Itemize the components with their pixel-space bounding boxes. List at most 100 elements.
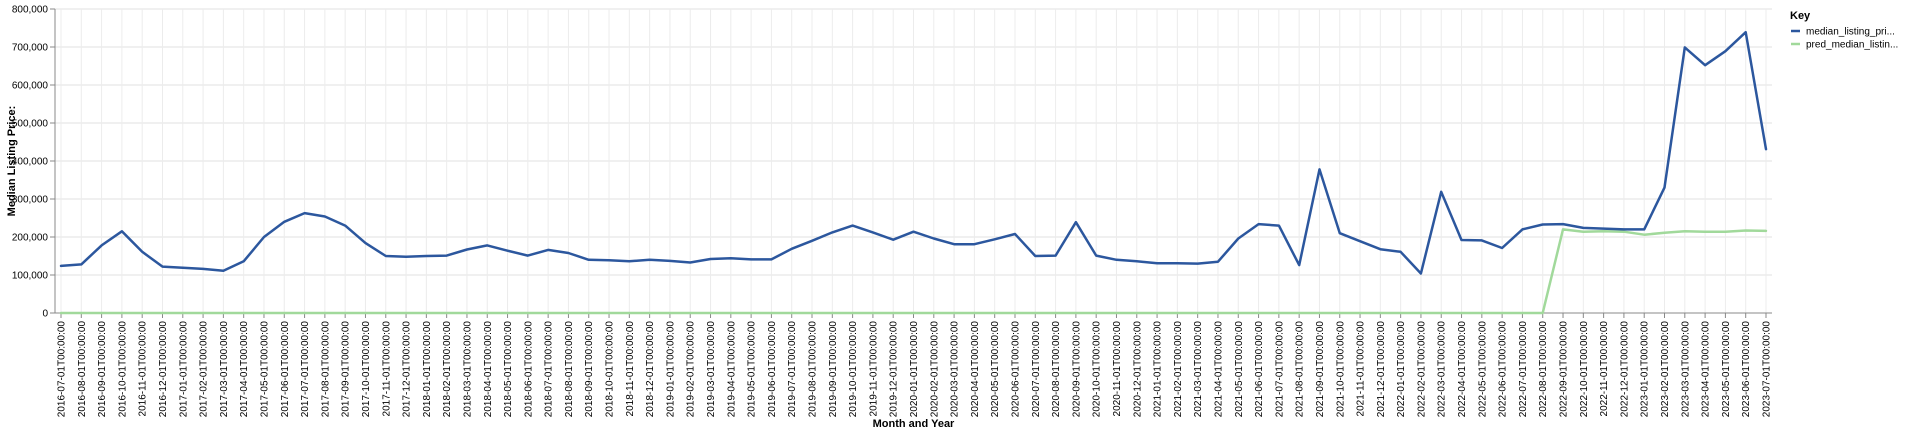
x-tick-label: 2020-02-01T00:00:00 xyxy=(929,321,940,418)
x-tick-label: 2019-10-01T00:00:00 xyxy=(848,321,859,418)
x-tick-label: 2016-12-01T00:00:00 xyxy=(158,321,169,418)
x-tick-label: 2020-09-01T00:00:00 xyxy=(1071,321,1082,418)
x-axis-ticks: 2016-07-01T00:00:00 2016-08-01T00:00:00 20… xyxy=(57,313,1773,417)
x-tick-label: 2018-10-01T00:00:00 xyxy=(605,321,616,418)
y-tick-label: 700,000 xyxy=(12,43,49,54)
x-tick-label: 2019-06-01T00:00:00 xyxy=(767,321,778,418)
x-tick-label: 2018-02-01T00:00:00 xyxy=(442,321,453,418)
x-tick-label: 2020-12-01T00:00:00 xyxy=(1132,321,1143,418)
x-tick-label: 2017-01-01T00:00:00 xyxy=(178,321,189,418)
x-tick-label: 2017-10-01T00:00:00 xyxy=(361,321,372,418)
x-tick-label: 2022-12-01T00:00:00 xyxy=(1619,321,1630,418)
x-tick-label: 2023-01-01T00:00:00 xyxy=(1640,321,1651,418)
x-tick-label: 2022-09-01T00:00:00 xyxy=(1559,321,1570,418)
y-tick-label: 500,000 xyxy=(12,119,49,130)
x-tick-label: 2021-05-01T00:00:00 xyxy=(1234,321,1245,418)
x-tick-label: 2022-03-01T00:00:00 xyxy=(1437,321,1448,418)
x-tick-label: 2021-08-01T00:00:00 xyxy=(1295,321,1306,418)
x-tick-label: 2021-02-01T00:00:00 xyxy=(1173,321,1184,418)
x-tick-label: 2020-06-01T00:00:00 xyxy=(1010,321,1021,418)
x-tick-label: 2020-11-01T00:00:00 xyxy=(1112,321,1123,417)
x-tick-label: 2022-11-01T00:00:00 xyxy=(1599,321,1610,417)
x-tick-label: 2022-08-01T00:00:00 xyxy=(1538,321,1549,418)
x-tick-label: 2017-05-01T00:00:00 xyxy=(259,321,270,418)
y-tick-label: 400,000 xyxy=(12,157,49,168)
x-tick-label: 2021-04-01T00:00:00 xyxy=(1213,321,1224,418)
x-tick-label: 2016-08-01T00:00:00 xyxy=(77,321,88,418)
y-tick-label: 200,000 xyxy=(12,233,49,244)
x-tick-label: 2018-09-01T00:00:00 xyxy=(584,321,595,418)
x-tick-label: 2018-11-01T00:00:00 xyxy=(625,321,636,417)
x-tick-label: 2018-01-01T00:00:00 xyxy=(422,321,433,418)
x-tick-label: 2020-08-01T00:00:00 xyxy=(1051,321,1062,418)
x-tick-label: 2018-07-01T00:00:00 xyxy=(544,321,555,418)
x-tick-label: 2022-10-01T00:00:00 xyxy=(1579,321,1590,418)
y-tick-label: 800,000 xyxy=(12,5,49,16)
x-tick-label: 2019-07-01T00:00:00 xyxy=(787,321,798,418)
x-tick-label: 2023-04-01T00:00:00 xyxy=(1701,321,1712,418)
x-tick-label: 2017-02-01T00:00:00 xyxy=(199,321,210,418)
x-tick-label: 2021-10-01T00:00:00 xyxy=(1335,321,1346,418)
y-tick-label: 0 xyxy=(42,309,48,320)
x-tick-label: 2022-06-01T00:00:00 xyxy=(1498,321,1509,418)
x-tick-label: 2019-11-01T00:00:00 xyxy=(868,321,879,417)
x-tick-label: 2018-03-01T00:00:00 xyxy=(462,321,473,418)
x-tick-label: 2017-04-01T00:00:00 xyxy=(239,321,250,418)
x-tick-label: 2019-08-01T00:00:00 xyxy=(808,321,819,418)
x-tick-label: 2017-08-01T00:00:00 xyxy=(320,321,331,418)
x-tick-label: 2018-05-01T00:00:00 xyxy=(503,321,514,418)
x-tick-label: 2023-05-01T00:00:00 xyxy=(1721,321,1732,418)
x-tick-label: 2019-05-01T00:00:00 xyxy=(747,321,758,418)
x-tick-label: 2019-12-01T00:00:00 xyxy=(889,321,900,418)
x-tick-label: 2021-12-01T00:00:00 xyxy=(1376,321,1387,418)
series-line-1 xyxy=(59,228,1768,315)
y-tick-label: 100,000 xyxy=(12,271,49,282)
x-tick-label: 2023-03-01T00:00:00 xyxy=(1680,321,1691,418)
x-tick-label: 2021-06-01T00:00:00 xyxy=(1254,321,1265,418)
x-tick-label: 2022-04-01T00:00:00 xyxy=(1457,321,1468,418)
x-tick-label: 2016-09-01T00:00:00 xyxy=(97,321,108,418)
x-tick-label: 2017-09-01T00:00:00 xyxy=(341,321,352,418)
x-tick-label: 2023-06-01T00:00:00 xyxy=(1741,321,1752,418)
series-line-0 xyxy=(59,30,1768,275)
legend-label: pred_median_listin... xyxy=(1806,40,1898,51)
x-tick-label: 2023-07-01T00:00:00 xyxy=(1762,321,1773,418)
x-tick-label: 2020-03-01T00:00:00 xyxy=(950,321,961,418)
x-tick-label: 2017-03-01T00:00:00 xyxy=(219,321,230,418)
x-tick-label: 2023-02-01T00:00:00 xyxy=(1660,321,1671,418)
x-tick-label: 2018-04-01T00:00:00 xyxy=(483,321,494,418)
x-tick-label: 2020-07-01T00:00:00 xyxy=(1031,321,1042,418)
x-tick-label: 2020-05-01T00:00:00 xyxy=(990,321,1001,418)
y-tick-label: 300,000 xyxy=(12,195,49,206)
x-tick-label: 2018-06-01T00:00:00 xyxy=(523,321,534,418)
x-tick-label: 2017-07-01T00:00:00 xyxy=(300,321,311,418)
x-tick-label: 2021-07-01T00:00:00 xyxy=(1274,321,1285,418)
x-tick-label: 2021-11-01T00:00:00 xyxy=(1356,321,1367,417)
x-tick-label: 2017-06-01T00:00:00 xyxy=(280,321,291,418)
x-tick-label: 2022-01-01T00:00:00 xyxy=(1396,321,1407,418)
y-axis-title: Median Listing Price: xyxy=(6,106,18,217)
x-tick-label: 2021-03-01T00:00:00 xyxy=(1193,321,1204,418)
x-tick-label: 2019-01-01T00:00:00 xyxy=(665,321,676,418)
y-tick-label: 600,000 xyxy=(12,81,49,92)
legend: Key median_listing_pri... pred_median_lis… xyxy=(1790,10,1898,51)
x-tick-label: 2019-09-01T00:00:00 xyxy=(828,321,839,418)
x-axis-title: Month and Year xyxy=(873,418,955,430)
legend-title: Key xyxy=(1790,10,1811,22)
x-tick-label: 2018-08-01T00:00:00 xyxy=(564,321,575,418)
x-tick-label: 2022-02-01T00:00:00 xyxy=(1416,321,1427,418)
x-tick-label: 2022-05-01T00:00:00 xyxy=(1477,321,1488,418)
y-axis-ticks: 0 100,000 200,000 300,000 400,000 500,000 600,… xyxy=(12,5,55,320)
x-tick-label: 2017-11-01T00:00:00 xyxy=(381,321,392,417)
legend-items: median_listing_pri... pred_median_listin.… xyxy=(1791,27,1898,51)
x-tick-label: 2021-01-01T00:00:00 xyxy=(1153,321,1164,418)
x-tick-label: 2020-01-01T00:00:00 xyxy=(909,321,920,418)
legend-label: median_listing_pri... xyxy=(1806,27,1895,38)
x-tick-label: 2021-09-01T00:00:00 xyxy=(1315,321,1326,418)
x-tick-label: 2019-02-01T00:00:00 xyxy=(686,321,697,418)
gridlines xyxy=(55,8,1772,314)
x-tick-label: 2017-12-01T00:00:00 xyxy=(402,321,413,418)
x-tick-label: 2018-12-01T00:00:00 xyxy=(645,321,656,418)
x-tick-label: 2016-10-01T00:00:00 xyxy=(117,321,128,418)
